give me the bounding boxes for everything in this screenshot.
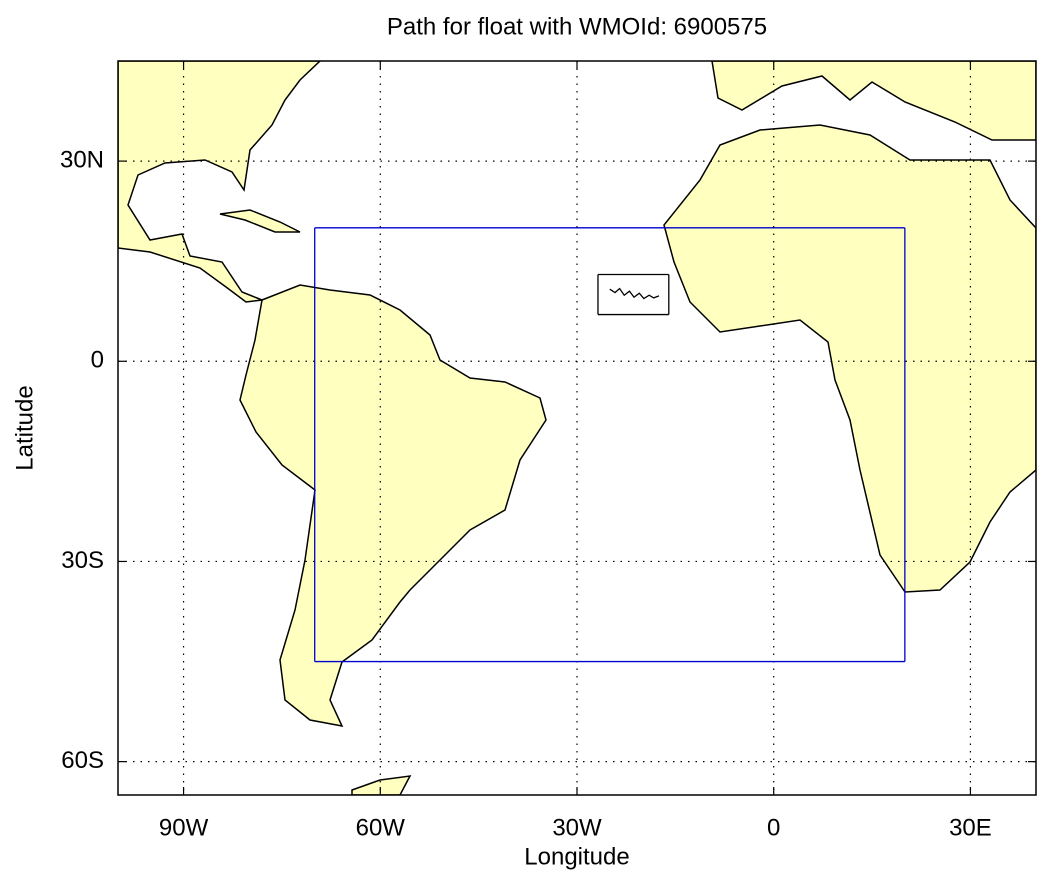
europe <box>711 61 1036 141</box>
x-tick-label: 30W <box>552 814 602 841</box>
chart-title: Path for float with WMOId: 6900575 <box>387 13 767 40</box>
africa <box>663 124 1036 593</box>
x-axis-label: Longitude <box>524 843 629 870</box>
north-america <box>118 61 322 303</box>
south-america <box>239 284 547 728</box>
x-tick-label: 30E <box>949 814 992 841</box>
y-tick-label: 30N <box>60 146 104 173</box>
y-tick-label: 0 <box>91 347 104 374</box>
x-tick-label: 0 <box>767 814 780 841</box>
grid <box>118 61 1036 795</box>
float-path <box>609 287 660 300</box>
x-tick-label: 90W <box>159 814 209 841</box>
y-axis-label: Latitude <box>11 385 38 470</box>
cuba <box>219 209 301 233</box>
y-tick-label: 60S <box>61 747 104 774</box>
land <box>118 61 1036 795</box>
y-tick-label: 30S <box>61 547 104 574</box>
antarctic-peninsula <box>351 775 412 795</box>
x-tick-label: 60W <box>356 814 406 841</box>
